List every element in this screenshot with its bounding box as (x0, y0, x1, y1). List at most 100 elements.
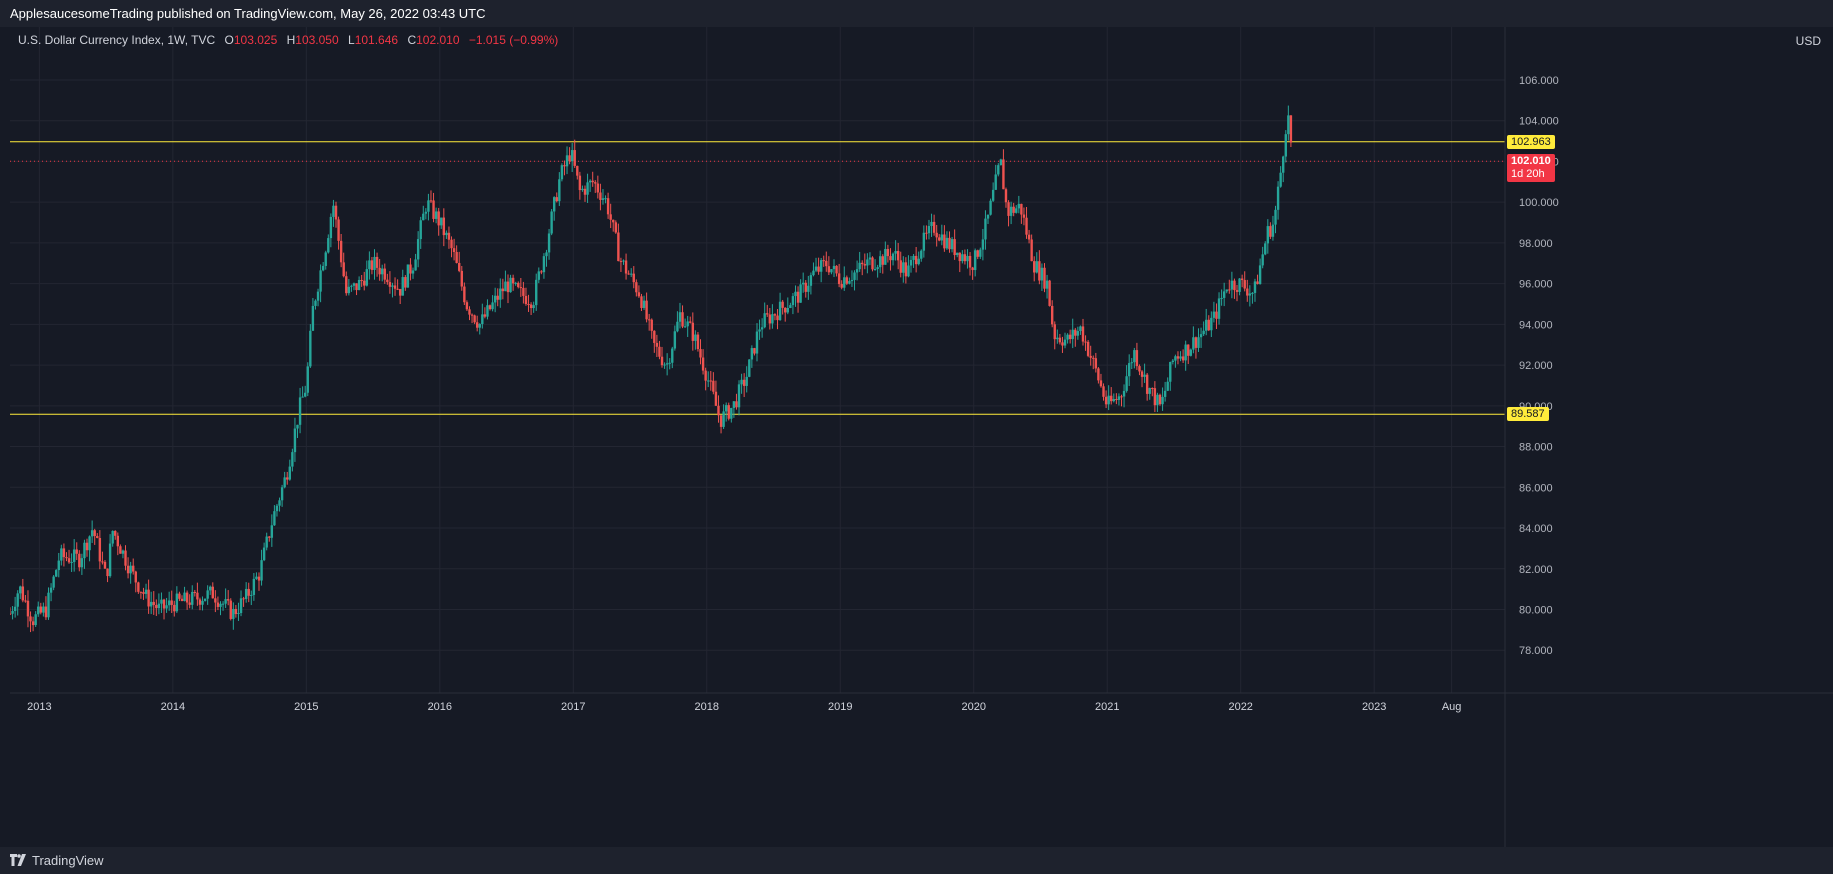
candle-body (481, 314, 484, 325)
tradingview-logo-icon[interactable] (10, 854, 26, 866)
candle-body (224, 599, 227, 604)
candle-body (722, 411, 725, 427)
candle-body (588, 180, 592, 183)
candle-body (57, 560, 60, 571)
candle-body (845, 277, 849, 284)
candle-body (334, 205, 338, 220)
candle-body (1256, 281, 1259, 285)
candle-body (460, 270, 463, 287)
candle-body (1205, 319, 1208, 331)
candle-body (262, 547, 266, 561)
candle-body (427, 200, 430, 212)
y-tick-label: 78.000 (1519, 645, 1553, 657)
candle-body (239, 598, 243, 614)
candle-body (1099, 380, 1103, 387)
candle-body (124, 550, 127, 566)
candle-body (1035, 261, 1038, 273)
candle-body (642, 300, 646, 308)
candle-body (583, 188, 587, 195)
candle-body (62, 548, 66, 558)
candle-body (886, 248, 890, 257)
low-label: L (348, 33, 355, 47)
candle-body (1161, 396, 1164, 405)
candle-body (388, 282, 392, 287)
candle-body (563, 165, 566, 167)
candle-body (355, 283, 358, 291)
candle-body (324, 252, 327, 266)
candle-body (796, 291, 800, 303)
candle-body (699, 349, 702, 358)
candle-body (1110, 395, 1113, 402)
candle-body (614, 222, 618, 233)
candle-body (1264, 243, 1267, 255)
candle-body (409, 264, 412, 274)
candle-body (1248, 293, 1252, 296)
candle-body (555, 197, 558, 202)
candle-body (1156, 394, 1159, 406)
close-label: C (407, 33, 417, 47)
candle-body (640, 296, 643, 308)
candle-body (88, 536, 91, 551)
candle-body (1171, 360, 1175, 362)
candle-body (1284, 134, 1287, 157)
candle-body (1056, 337, 1059, 340)
open-value: 103.025 (233, 33, 278, 47)
candle-body (414, 259, 417, 271)
candle-body (339, 240, 343, 263)
candle-body (332, 205, 335, 217)
candle-body (398, 289, 402, 296)
candle-body (989, 200, 992, 215)
candle-body (781, 301, 784, 308)
candle-body (1040, 267, 1044, 281)
candle-body (527, 303, 530, 305)
candle-body (488, 305, 492, 310)
candle-body (807, 285, 810, 292)
candle-body (1210, 317, 1213, 331)
candle-body (1197, 337, 1200, 348)
tradingview-brand[interactable]: TradingView (32, 853, 104, 868)
candle-body (149, 601, 153, 607)
candle-body (522, 287, 525, 296)
candle-body (678, 312, 682, 322)
candle-body (925, 232, 928, 234)
symbol-name[interactable]: U.S. Dollar Currency Index, 1W, TVC (18, 33, 216, 47)
candle-body (1076, 331, 1080, 336)
candle-body (812, 270, 815, 276)
candle-body (956, 252, 959, 256)
candle-body (676, 321, 679, 332)
candle-body (463, 286, 466, 303)
candle-body (943, 234, 946, 249)
candle-body (889, 256, 892, 261)
candle-body (280, 487, 284, 501)
candle-body (232, 608, 235, 619)
candle-body (137, 582, 140, 592)
candle-body (1120, 396, 1123, 398)
candle-body (604, 198, 607, 200)
candle-body (396, 288, 399, 290)
candle-body (650, 319, 653, 331)
candle-body (167, 600, 171, 606)
candle-body (732, 401, 736, 408)
change-value: −1.015 (−0.99%) (468, 33, 559, 47)
price-chart[interactable]: 78.00080.00082.00084.00086.00088.00090.0… (10, 27, 1833, 847)
candle-body (909, 259, 913, 266)
candle-body (709, 380, 712, 382)
candle-body (545, 252, 548, 257)
candle-body (1261, 254, 1264, 266)
candle-body (275, 505, 279, 512)
candle-body (1027, 234, 1031, 240)
chart-panel[interactable]: 78.00080.00082.00084.00086.00088.00090.0… (10, 27, 1833, 847)
candle-body (612, 219, 615, 223)
grid (10, 27, 1505, 693)
candle-body (1045, 280, 1049, 289)
candle-body (853, 272, 856, 280)
candle-body (1071, 329, 1074, 340)
last-price-value: 102.010 (1511, 155, 1551, 168)
candle-body (609, 214, 612, 220)
candle-body (958, 252, 961, 262)
candle-body (730, 407, 733, 419)
candle-body (938, 237, 941, 241)
candle-body (473, 315, 476, 323)
time-axis[interactable]: 2013 2014 2015 2016 2017 2018 2019 2020 2021 2022… (27, 701, 1461, 713)
price-axis[interactable]: 78.00080.00082.00084.00086.00088.00090.0… (1519, 75, 1559, 657)
